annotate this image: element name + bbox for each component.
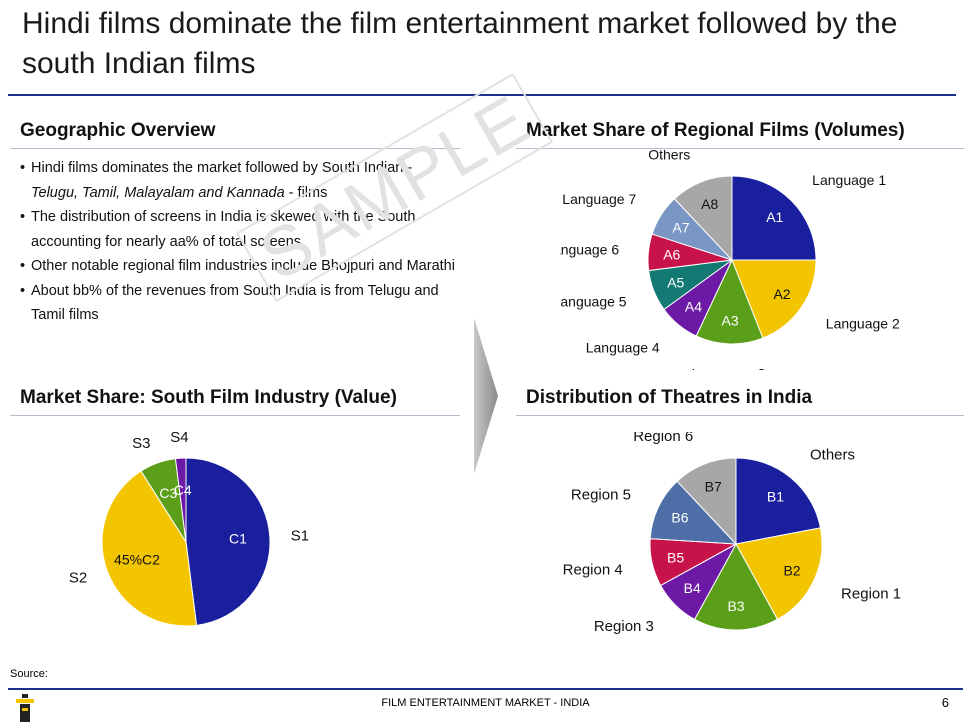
bullet-dot-icon: • — [20, 258, 26, 274]
page-number: 6 — [941, 695, 949, 710]
geo-bullet-list: • Hindi films dominates the market follow… — [20, 156, 460, 328]
slice-code-label: C3 — [159, 485, 177, 501]
pie-slice-a3 — [695, 258, 764, 345]
slice-name-label: Language 2 — [826, 316, 900, 332]
bullet-dot-icon: • — [20, 160, 26, 176]
pie-slice-c4 — [174, 457, 187, 543]
transition-arrow-icon — [474, 318, 498, 474]
slice-code-label: B4 — [684, 580, 701, 596]
regional-divider — [516, 148, 964, 149]
bullet-text-part: The distribution of screens in India is … — [31, 209, 416, 250]
pie-slice-c1 — [185, 457, 271, 626]
pie-slice-45c2 — [101, 470, 198, 627]
pie-slice-b1 — [735, 457, 822, 545]
geo-bullet: • About bb% of the revenues from South In… — [20, 279, 460, 328]
slice-name-label: Language 4 — [586, 339, 660, 355]
slice-code-label: B6 — [671, 510, 688, 526]
footer-rule — [8, 688, 963, 690]
slice-name-label: Language 7 — [562, 191, 636, 207]
slice-code-label: A2 — [773, 286, 790, 302]
page-title: Hindi films dominate the film entertainm… — [22, 7, 898, 80]
south-chart-title: Market Share: South Film Industry (Value… — [20, 387, 397, 408]
slice-code-label: C4 — [174, 482, 192, 498]
slice-name-label: S3 — [132, 435, 150, 452]
slice-name-label: Language 5 — [560, 294, 627, 310]
slice-code-label: A4 — [685, 299, 702, 315]
bullet-dot-icon: • — [20, 282, 26, 299]
slice-code-label: B7 — [705, 478, 722, 494]
geo-divider — [10, 148, 460, 149]
slice-code-label: B2 — [783, 562, 800, 578]
bullet-text-part: - films — [284, 184, 328, 201]
slice-code-label: A7 — [672, 220, 689, 236]
lighthouse-logo-icon — [16, 694, 34, 722]
slice-name-label: S2 — [69, 570, 87, 587]
bullet-text-part: About bb% of the revenues from South Ind… — [31, 282, 439, 324]
slice-code-label: A8 — [701, 196, 718, 212]
slice-code-label: B1 — [767, 488, 784, 504]
slice-name-label: Language 6 — [560, 241, 619, 257]
slice-name-label: Region 1 — [841, 585, 901, 602]
theatres-chart-title: Distribution of Theatres in India — [526, 387, 813, 408]
slice-code-label: A5 — [667, 274, 684, 290]
slice-name-label: Region 4 — [563, 561, 623, 578]
pie-slice-a8 — [673, 175, 733, 262]
slice-name-label: Region 3 — [594, 618, 654, 635]
bullet-text-part: Hindi films dominates the market followe… — [31, 160, 413, 176]
geo-bullet-text: Hindi films dominates the market followe… — [31, 156, 460, 205]
slice-name-label: S4 — [170, 432, 188, 446]
slice-name-label: Region 5 — [571, 487, 631, 504]
theatres-divider — [516, 415, 964, 416]
geo-bullet: • Other notable regional film industries … — [20, 254, 460, 279]
pie-slice-b3 — [693, 542, 779, 631]
south-divider — [10, 415, 460, 416]
geo-bullet-text: The distribution of screens in India is … — [31, 205, 460, 254]
geo-bullet-text: Other notable regional film industries i… — [31, 254, 460, 279]
slice-code-label: B5 — [667, 550, 684, 566]
slice-code-label: A3 — [722, 312, 739, 328]
slice-name-label: Language 3 — [691, 365, 765, 370]
slice-name-label: Language 1 — [812, 172, 886, 188]
footer-text: FILM ENTERTAINMENT MARKET - INDIA — [381, 697, 590, 709]
pie-slice-b2 — [735, 527, 823, 621]
slice-name-label: Others — [648, 150, 690, 163]
slice-code-label: A6 — [663, 246, 680, 262]
slice-code-label: A1 — [766, 209, 783, 225]
regional-chart-title: Market Share of Regional Films (Volumes) — [526, 120, 905, 141]
bullet-text-emphasis: Telugu, Tamil, Malayalam and Kannada — [31, 184, 285, 201]
pie-slice-a1 — [731, 175, 817, 261]
slice-name-label: Others — [810, 447, 855, 464]
slice-name-label: Region 6 — [633, 432, 693, 445]
slice-name-label: S1 — [291, 527, 309, 544]
bullet-text-part: Other notable regional film industries i… — [31, 258, 455, 274]
slice-code-label: C1 — [229, 531, 247, 547]
pie-slice-b7 — [676, 457, 737, 546]
pie-slice-b6 — [649, 480, 738, 545]
regional-pie-chart: A1 Language 1 A2 Language 2 A3 Language 3 A4 La… — [560, 150, 900, 370]
bullet-dot-icon: • — [20, 209, 26, 225]
slice-code-label: B3 — [727, 598, 744, 614]
geo-bullet: • The distribution of screens in India is… — [20, 205, 460, 254]
south-pie-chart: C1 S1 45%C2 S2 C3 S3 C4 S4 — [69, 432, 309, 627]
pie-slice-a2 — [731, 259, 817, 339]
geo-heading: Geographic Overview — [20, 120, 216, 141]
title-rule — [8, 94, 956, 96]
slice-code-label: 45%C2 — [114, 552, 160, 568]
source-label: Source: — [10, 668, 48, 680]
geo-bullet: • Hindi films dominates the market follow… — [20, 156, 460, 205]
geo-bullet-text: About bb% of the revenues from South Ind… — [31, 279, 460, 328]
